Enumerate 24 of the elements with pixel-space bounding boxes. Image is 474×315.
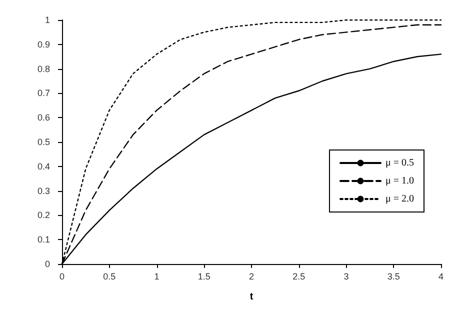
x-tick-label: 0.5 xyxy=(103,272,116,282)
y-tick-label: 0.8 xyxy=(37,64,50,74)
x-tick-label: 1 xyxy=(154,272,160,282)
x-tick-label: 0 xyxy=(59,272,65,282)
y-tick-label: 0.1 xyxy=(37,234,50,245)
legend-label: μ = 1.0 xyxy=(386,176,414,186)
x-tick-label: 1.5 xyxy=(198,272,210,282)
legend-label: μ = 0.5 xyxy=(386,158,414,168)
x-tick-label: 4 xyxy=(438,272,444,282)
x-tick-label: 2.5 xyxy=(292,272,306,282)
y-tick-label: 0.5 xyxy=(37,137,50,147)
y-tick-label: 0.9 xyxy=(37,39,50,50)
y-tick-label: 1 xyxy=(44,15,50,25)
y-tick-label: 0.4 xyxy=(37,161,50,172)
x-tick-label: 2 xyxy=(248,272,254,282)
x-tick-label: 3 xyxy=(344,272,349,282)
y-tick-label: 0.3 xyxy=(37,186,50,196)
y-tick-label: 0.6 xyxy=(37,112,50,123)
x-axis-title: t xyxy=(250,292,254,302)
x-tick-label: 3.5 xyxy=(387,272,400,282)
y-tick-label: 0 xyxy=(44,259,50,269)
y-tick-label: 0.7 xyxy=(37,88,50,98)
legend-label: μ = 2.0 xyxy=(386,194,414,204)
y-tick-label: 0.2 xyxy=(37,210,50,220)
